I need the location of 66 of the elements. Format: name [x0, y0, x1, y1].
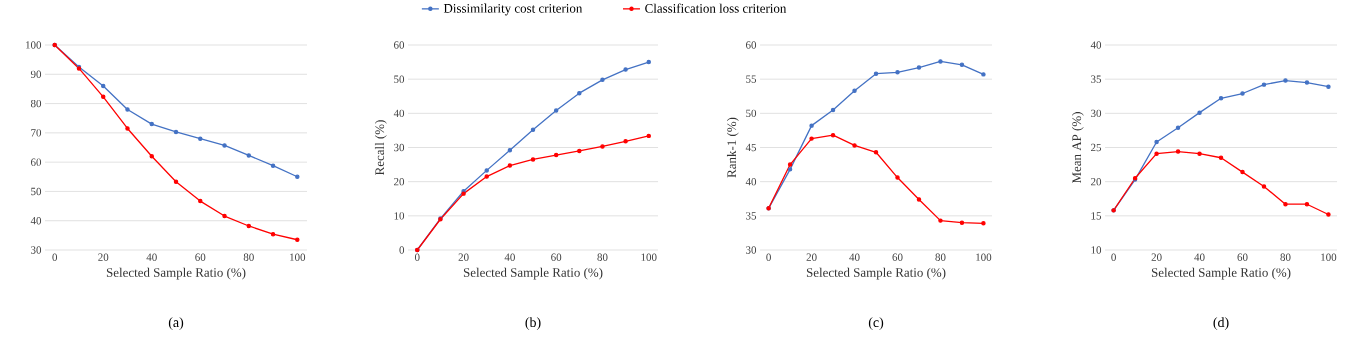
x-tick-label: 0: [52, 253, 58, 261]
y-tick-label: 100: [26, 41, 42, 49]
x-tick-label: 20: [1151, 253, 1162, 261]
y-tick-label: 0: [399, 246, 405, 254]
y-tick-label: 20: [394, 177, 405, 186]
x-tick-label: 40: [1194, 253, 1205, 261]
x-tick-label: 60: [892, 253, 903, 261]
y-tick-label: 30: [746, 246, 757, 254]
x-axis-title: Selected Sample Ratio (%): [806, 267, 946, 280]
y-tick-label: 25: [1091, 143, 1102, 152]
x-tick-label: 40: [504, 253, 515, 261]
x-tick-label: 0: [414, 253, 420, 261]
y-axis-title: Recall (%): [374, 120, 387, 175]
y-tick-label: 40: [1090, 41, 1102, 49]
x-axis-title: Selected Sample Ratio (%): [106, 267, 246, 280]
y-tick-label: 80: [30, 99, 42, 108]
y-tick-label: 10: [1091, 246, 1102, 254]
y-tick-label: 35: [746, 212, 757, 220]
y-tick-label: 90: [30, 70, 42, 78]
y-tick-label: 30: [394, 143, 405, 152]
x-tick-label: 100: [290, 253, 306, 261]
y-tick-label: 20: [1091, 177, 1102, 186]
x-tick-label: 60: [1237, 253, 1248, 261]
x-tick-label: 100: [641, 253, 657, 261]
x-tick-label: 80: [597, 253, 608, 261]
x-tick-label: 80: [935, 253, 946, 261]
x-tick-label: 60: [195, 253, 206, 261]
y-tick-label: 40: [745, 177, 757, 186]
x-tick-label: 20: [806, 253, 817, 261]
text: (c): [868, 317, 884, 330]
y-tick-label: 60: [31, 158, 42, 166]
y-tick-label: 60: [746, 41, 757, 49]
text: (b): [525, 317, 541, 330]
legend-label: Classification loss criterion: [645, 3, 787, 13]
y-tick-label: 50: [746, 109, 757, 118]
y-tick-label: 30: [1091, 109, 1102, 118]
y-tick-label: 10: [394, 212, 405, 220]
y-tick-label: 55: [746, 75, 757, 83]
y-tick-label: 15: [1091, 212, 1102, 220]
y-tick-label: 60: [394, 41, 405, 49]
y-tick-label: 35: [1091, 75, 1102, 83]
x-tick-label: 40: [849, 253, 860, 261]
x-axis-title: Selected Sample Ratio (%): [463, 267, 603, 280]
x-tick-label: 20: [458, 253, 469, 261]
x-tick-label: 20: [98, 253, 109, 261]
x-tick-label: 0: [766, 253, 771, 261]
y-axis-title: Rank-1 (%): [726, 117, 739, 178]
x-tick-label: 100: [976, 253, 992, 261]
y-tick-label: 40: [393, 109, 405, 118]
x-axis-title: Selected Sample Ratio (%): [1151, 267, 1291, 280]
y-tick-label: 50: [31, 187, 42, 196]
text: (d): [1213, 317, 1229, 330]
y-tick-label: 30: [31, 246, 42, 254]
y-tick-label: 45: [745, 143, 757, 152]
x-tick-label: 60: [551, 253, 562, 261]
x-tick-label: 80: [243, 253, 254, 261]
y-tick-label: 70: [31, 129, 42, 137]
x-tick-label: 40: [146, 253, 157, 261]
x-tick-label: 0: [1111, 253, 1116, 261]
y-tick-label: 50: [394, 75, 405, 83]
y-axis-title: Mean AP (%): [1071, 112, 1084, 184]
x-tick-label: 100: [1321, 253, 1337, 261]
x-tick-label: 80: [1280, 253, 1291, 261]
text: (a): [168, 317, 184, 330]
legend-label: Dissimilarity cost criterion: [443, 3, 583, 16]
y-tick-label: 40: [30, 217, 42, 225]
